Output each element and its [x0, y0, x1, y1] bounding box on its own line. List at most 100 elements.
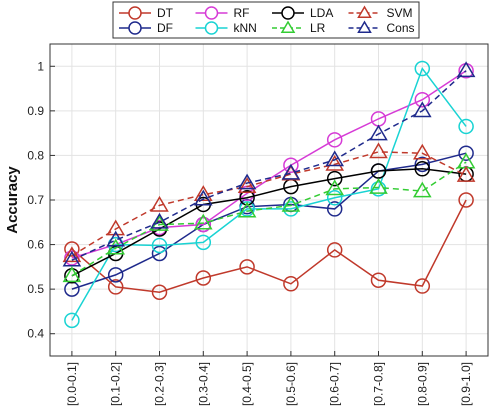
data-point-rf: [283, 157, 299, 173]
data-point-dt: [458, 192, 474, 208]
legend-label-dt: DT: [157, 6, 174, 20]
x-tick-label: [0.0-0.1]: [65, 362, 79, 406]
legend-label-cons: Cons: [387, 21, 415, 35]
x-tick-label: [0.7-0.8]: [372, 362, 386, 406]
data-point-knn: [370, 181, 387, 197]
data-point-dt: [283, 276, 299, 292]
data-point-cons: [281, 163, 301, 180]
y-tick-label: 0.7: [27, 193, 44, 207]
legend-marker-rf: [204, 6, 219, 20]
legend-item-knn: kNN: [195, 21, 257, 35]
data-point-cons: [412, 101, 432, 118]
data-point-lr: [325, 179, 345, 196]
series-line-svm: [71, 151, 467, 257]
x-tick-label: [0.2-0.3]: [153, 362, 167, 406]
series-dt: [64, 192, 474, 301]
data-point-df: [107, 267, 124, 283]
data-point-lr: [62, 266, 82, 283]
data-point-lr: [106, 238, 126, 255]
legend-label-lda: LDA: [310, 6, 333, 20]
data-point-rf: [326, 132, 343, 148]
data-point-knn: [64, 312, 80, 329]
legend-marker-lda: [281, 6, 295, 20]
legend-marker-knn: [204, 21, 219, 35]
data-point-rf: [195, 216, 212, 233]
data-point-dt: [64, 241, 80, 257]
grid-lines: [50, 44, 488, 356]
data-point-knn: [414, 60, 431, 77]
y-tick-label: 0.8: [27, 148, 44, 162]
legend-marker-dt: [128, 6, 142, 20]
data-point-svm: [325, 154, 345, 171]
data-point-dt: [107, 279, 124, 295]
data-point-cons: [193, 189, 213, 206]
legend-label-knn: kNN: [234, 21, 257, 35]
data-point-dt: [151, 284, 168, 301]
data-point-df: [326, 201, 343, 217]
data-point-knn: [195, 234, 212, 251]
data-point-svm: [456, 166, 476, 182]
legend-label-svm: SVM: [387, 6, 413, 20]
legend-marker-df: [128, 21, 142, 35]
data-point-cons: [237, 173, 257, 190]
data-point-knn: [458, 118, 474, 135]
legend-marker-svm: [357, 5, 372, 18]
series-line-df: [71, 152, 467, 290]
legend-marker-lr: [280, 20, 296, 33]
y-tick-label: 0.9: [27, 104, 44, 118]
series-line-lr: [71, 161, 467, 277]
data-point-cons: [456, 61, 476, 78]
data-point-cons: [369, 124, 388, 141]
x-tick-label: [0.9-1.0]: [459, 362, 473, 406]
data-point-rf: [414, 91, 431, 108]
y-tick-label: 0.5: [27, 282, 44, 296]
data-point-lda: [414, 161, 431, 177]
series-line-rf: [71, 70, 467, 259]
x-tick-label: [0.8-0.9]: [415, 362, 429, 406]
series-cons: [62, 61, 476, 267]
series-rf: [64, 62, 474, 266]
data-point-svm: [237, 177, 257, 193]
data-point-df: [458, 145, 474, 161]
legend-item-lr: LR: [272, 20, 326, 35]
data-point-svm: [150, 195, 169, 212]
x-tick-label: [0.6-0.7]: [328, 362, 342, 406]
series-line-lda: [71, 168, 467, 277]
data-point-cons: [325, 150, 345, 167]
y-tick-label: 0.4: [27, 327, 44, 341]
data-point-svm: [62, 246, 82, 263]
data-point-lda: [239, 190, 255, 206]
legend-item-svm: SVM: [348, 5, 413, 20]
data-point-dt: [370, 272, 387, 288]
legend-item-rf: RF: [195, 6, 250, 20]
data-point-cons: [62, 250, 82, 267]
data-point-lr: [369, 178, 388, 194]
x-tick-label: [0.4-0.5]: [240, 362, 254, 406]
y-tick-label: 0.6: [27, 238, 44, 252]
legend-item-cons: Cons: [348, 20, 415, 35]
data-point-cons: [150, 212, 169, 229]
data-point-lda: [370, 163, 387, 179]
legend-marker-cons: [357, 20, 372, 33]
data-point-knn: [326, 190, 343, 206]
data-point-lda: [326, 170, 343, 187]
data-point-dt: [414, 278, 431, 294]
series-layer: [62, 60, 476, 329]
series-line-dt: [71, 199, 467, 294]
legend-label-lr: LR: [310, 21, 326, 35]
series-lr: [62, 152, 476, 283]
data-point-df: [414, 156, 431, 173]
axes: 0.4 0.5 0.6 0.7 0.8 0.9 1 [0.0-0.1] [0.1-0.2] [0.…: [27, 59, 473, 406]
data-point-lr: [281, 195, 301, 212]
legend-item-df: DF: [119, 21, 173, 35]
data-point-knn: [151, 237, 168, 254]
legend-label-df: DF: [157, 21, 173, 35]
data-point-svm: [412, 143, 432, 160]
data-point-svm: [193, 185, 213, 202]
legend-item-dt: DT: [119, 6, 174, 20]
data-point-svm: [369, 142, 388, 159]
x-tick-label: [0.5-0.6]: [284, 362, 298, 406]
series-line-cons: [71, 70, 467, 261]
